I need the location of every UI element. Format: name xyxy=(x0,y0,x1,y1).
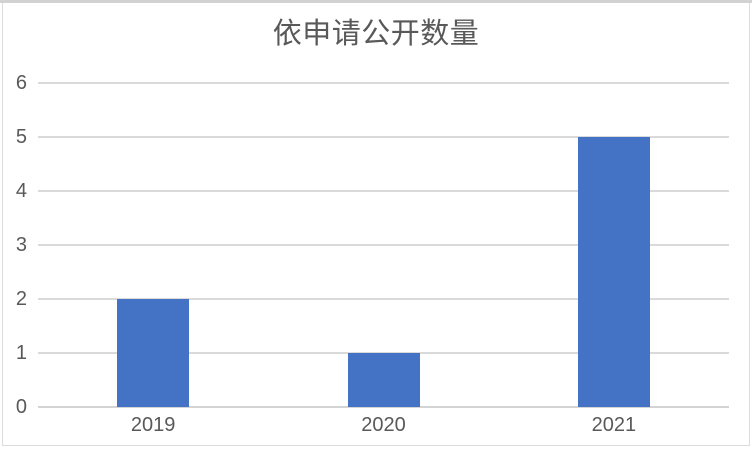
bar-2020 xyxy=(347,352,420,407)
chart-frame xyxy=(2,3,750,446)
x-axis-category-label: 2019 xyxy=(130,414,176,436)
y-axis-tick-label: 1 xyxy=(15,341,27,364)
y-axis-tick-label: 6 xyxy=(15,71,27,94)
bar-2019 xyxy=(117,298,190,407)
y-axis-tick-label: 2 xyxy=(15,287,27,310)
y-axis-tick-label: 5 xyxy=(15,125,27,148)
chart-title: 依申请公开数量 xyxy=(272,18,480,50)
x-axis-category-label: 2020 xyxy=(361,414,406,436)
gridline xyxy=(38,189,729,192)
gridline xyxy=(38,135,729,138)
gridline xyxy=(38,297,729,300)
y-axis-tick-label: 0 xyxy=(15,396,27,418)
y-axis-tick-label: 3 xyxy=(15,233,27,256)
top-border-rule xyxy=(0,0,752,3)
x-axis-line xyxy=(38,406,729,408)
gridline xyxy=(38,81,729,84)
x-axis-category-label: 2021 xyxy=(591,414,637,436)
y-axis-tick-label: 4 xyxy=(15,179,27,202)
bar-2021 xyxy=(577,136,650,407)
gridline xyxy=(38,243,729,246)
